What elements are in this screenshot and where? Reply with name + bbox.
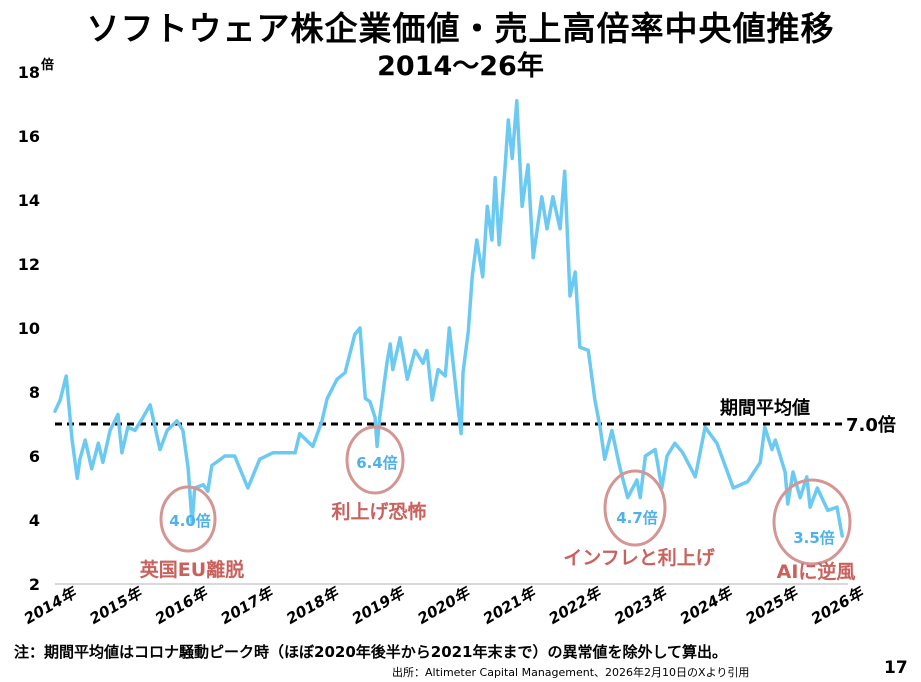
y-tick-label: 10 [18, 319, 40, 338]
x-tick-label: 2021年 [480, 583, 540, 628]
annotation-value: 4.0倍 [169, 512, 211, 530]
x-tick-label: 2026年 [808, 583, 868, 628]
annotation-circle [159, 485, 217, 553]
annotation-event: 利上げ恐怖 [331, 500, 426, 523]
page-number: 17 [884, 658, 908, 678]
x-tick-label: 2022年 [546, 583, 606, 628]
x-tick-label: 2023年 [611, 583, 671, 628]
series-line [53, 99, 844, 538]
annotation-event: AIに逆風 [777, 560, 856, 583]
x-tick-label: 2018年 [283, 583, 343, 628]
x-tick-label: 2016年 [152, 583, 212, 628]
y-tick-label: 8 [29, 383, 40, 402]
y-tick-label: 6 [29, 447, 40, 466]
x-tick-label: 2020年 [414, 583, 474, 628]
annotation-value: 4.7倍 [616, 509, 658, 527]
y-tick-label: 12 [18, 255, 40, 274]
source-citation: 出所：Altimeter Capital Management、2026年2月1… [392, 666, 750, 679]
chart-title: ソフトウェア株企業価値・売上高倍率中央値推移 [86, 9, 835, 48]
average-value-label: 7.0倍 [846, 414, 896, 436]
average-label: 期間平均値 [720, 397, 810, 419]
footnote: 注：期間平均値はコロナ騒動ピーク時（ほぼ2020年後半から2021年末まで）の異… [14, 643, 728, 661]
x-tick-label: 2025年 [742, 583, 802, 628]
annotation-circle [345, 425, 405, 495]
y-tick-label: 2 [29, 575, 40, 594]
x-tick-label: 2024年 [677, 583, 737, 628]
annotation-event: インフレと利上げ [563, 547, 715, 569]
y-tick-label: 18 [18, 63, 40, 82]
y-axis-unit: 倍 [41, 57, 54, 73]
x-tick-label: 2015年 [86, 583, 146, 628]
x-tick-label: 2019年 [349, 583, 409, 628]
y-tick-label: 4 [29, 511, 40, 530]
y-tick-label: 14 [18, 191, 40, 210]
annotation-value: 3.5倍 [793, 529, 835, 547]
annotation-event: 英国EU離脱 [140, 558, 244, 581]
annotation-value: 6.4倍 [356, 454, 398, 472]
x-tick-label: 2017年 [218, 583, 278, 628]
y-tick-label: 16 [18, 127, 40, 146]
chart-subtitle: 2014〜26年 [377, 51, 544, 82]
annotation-circle [603, 469, 667, 547]
annotation-circle [772, 478, 852, 566]
